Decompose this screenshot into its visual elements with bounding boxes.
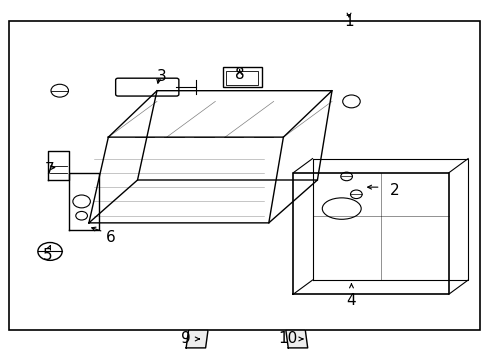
Bar [225, 71, 257, 85]
Text: 3: 3 [157, 69, 166, 84]
Text: 6: 6 [106, 230, 116, 245]
Text: 4: 4 [346, 293, 356, 307]
Text: 1: 1 [344, 14, 353, 29]
Text: 9: 9 [181, 332, 191, 346]
Bar [9, 21, 479, 330]
Text: 2: 2 [389, 183, 399, 198]
Text: 7: 7 [45, 162, 55, 177]
Text: 5: 5 [42, 248, 52, 262]
Polygon shape [285, 330, 307, 348]
Text: 8: 8 [234, 67, 244, 82]
Bar [222, 67, 261, 87]
Text: 10: 10 [278, 332, 297, 346]
Polygon shape [186, 330, 207, 348]
